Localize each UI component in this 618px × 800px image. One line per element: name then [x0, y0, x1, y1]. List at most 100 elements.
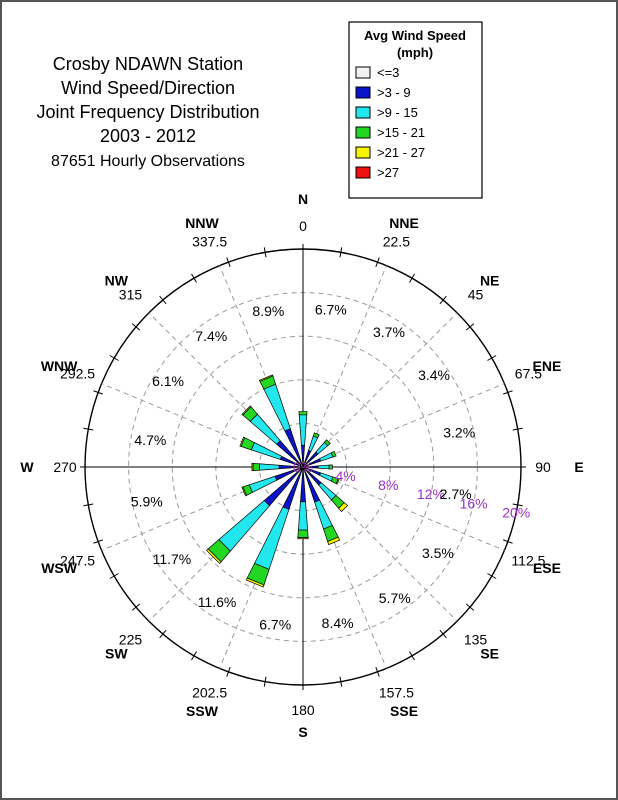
direction-label-n: N: [298, 191, 308, 207]
petal-segment-wsw: [241, 486, 247, 497]
degree-label-sw: 225: [119, 632, 143, 648]
direction-label-ne: NE: [480, 272, 499, 288]
petal-segment-ese: [335, 478, 340, 485]
degree-label-n: 0: [299, 218, 307, 234]
petal-segment-e: [328, 464, 333, 470]
direction-percent-ne: 3.4%: [418, 367, 450, 383]
direction-label-w: W: [20, 459, 34, 475]
ring-tick: [191, 273, 197, 283]
legend-box: [348, 21, 483, 199]
direction-label-sse: SSE: [390, 703, 418, 719]
petal-segment-ne: [323, 439, 331, 447]
direction-percent-wsw: 5.9%: [131, 494, 163, 510]
petal-segment-w: [259, 463, 280, 471]
ring-tick: [487, 355, 497, 361]
legend-title-line: (mph): [397, 45, 433, 60]
direction-percent-ese: 3.5%: [422, 545, 454, 561]
degree-label-w: 270: [53, 459, 77, 475]
direction-percent-sse: 8.4%: [322, 615, 354, 631]
petal-segment-ene: [319, 452, 334, 462]
direction-label-wsw: WSW: [41, 560, 78, 576]
direction-percent-e: 2.7%: [440, 486, 472, 502]
ring-tick: [83, 427, 94, 431]
legend-item-label: >27: [377, 165, 399, 180]
legend-item-label: >9 - 15: [377, 105, 418, 120]
ring-tick: [131, 323, 141, 331]
legend-swatch: [355, 66, 371, 79]
petal-segment-nne: [312, 432, 320, 439]
direction-percent-nw: 7.4%: [195, 328, 227, 344]
degree-label-sse: 157.5: [379, 684, 414, 700]
degree-label-ssw: 202.5: [192, 684, 227, 700]
petal-segment-s: [297, 537, 309, 540]
petal-segment-ssw: [245, 577, 265, 588]
petal-segment-s: [297, 501, 309, 531]
petal-segment-se: [318, 482, 337, 501]
direction-label-e: E: [574, 459, 583, 475]
legend-swatch: [355, 126, 371, 139]
legend-item-label: >3 - 9: [377, 85, 411, 100]
direction-label-s: S: [298, 724, 307, 740]
petal-segment-sw: [205, 548, 222, 565]
degree-label-wnw: 292.5: [60, 366, 95, 382]
direction-label-nw: NW: [105, 272, 129, 288]
ring-tick: [339, 247, 343, 258]
petal-segment-nw: [241, 405, 252, 416]
ring-tick: [93, 390, 104, 395]
chart-title-line: Joint Frequency Distribution: [36, 102, 259, 122]
grid-spoke: [302, 265, 387, 468]
radial-scale-label: 20%: [502, 504, 530, 520]
petal-segment-sse: [327, 536, 341, 546]
legend-title-line: Avg Wind Speed: [364, 28, 466, 43]
ring-tick: [131, 603, 141, 611]
direction-percent-w: 4.7%: [134, 432, 166, 448]
ring-tick: [375, 666, 380, 677]
degree-label-se: 135: [464, 632, 488, 648]
petal-segment-sse: [314, 499, 333, 530]
degree-label-nne: 22.5: [383, 234, 410, 250]
radial-scale-label: 8%: [378, 477, 398, 493]
petal-segment-w: [252, 462, 260, 472]
degree-label-s: 180: [291, 702, 315, 718]
legend-item-label: >21 - 27: [377, 145, 425, 160]
petal-segment-n: [298, 411, 308, 416]
ring-tick: [409, 273, 415, 283]
degree-label-wsw: 247.5: [60, 552, 95, 568]
petal-segment-n: [298, 414, 308, 446]
direction-percent-nne: 3.7%: [373, 324, 405, 340]
petal-segment-nw: [249, 413, 281, 445]
degree-label-ese: 112.5: [511, 552, 545, 568]
direction-percent-s: 6.7%: [259, 617, 291, 633]
legend-swatch: [355, 106, 371, 119]
chart-title-line: Crosby NDAWN Station: [53, 54, 243, 74]
ring-tick: [191, 651, 197, 661]
petal-segment-ene: [330, 450, 337, 458]
ring-tick: [502, 539, 513, 544]
petal-segment-wnw: [250, 442, 283, 460]
direction-label-ene: ENE: [533, 358, 562, 374]
ring-tick: [83, 503, 94, 507]
ring-tick: [375, 257, 380, 268]
ring-tick: [226, 666, 231, 677]
radial-scale-label: 12%: [417, 486, 445, 502]
legend: Avg Wind Speed (mph) <=3 >3 - 9 >9 - 15 >15…: [348, 21, 483, 199]
legend-item-label: <=3: [377, 65, 399, 80]
ring-tick: [502, 390, 513, 395]
degree-label-ene: 67.5: [515, 366, 542, 382]
ring-tick: [109, 573, 119, 579]
ring-tick: [109, 355, 119, 361]
petal-segment-wnw: [239, 436, 246, 447]
chart-title-line: Wind Speed/Direction: [61, 78, 235, 98]
direction-label-ese: ESE: [533, 560, 561, 576]
polar-plot: 0% 4% 8% 12% 16% 20% 6.7% 3.7% 3.4% 3.2% 2.7% 3.5% 5…: [20, 191, 583, 740]
petal-segment-s: [297, 529, 309, 539]
petal-segment-nne: [308, 435, 319, 452]
direction-label-nne: NNE: [389, 215, 419, 231]
ring-tick: [439, 295, 447, 305]
ring-tick: [487, 573, 497, 579]
direction-percent-sw: 11.7%: [153, 551, 192, 567]
chart-title-line: 2003 - 2012: [100, 126, 196, 146]
direction-percent-wnw: 6.1%: [152, 373, 184, 389]
ring-tick: [159, 629, 167, 639]
